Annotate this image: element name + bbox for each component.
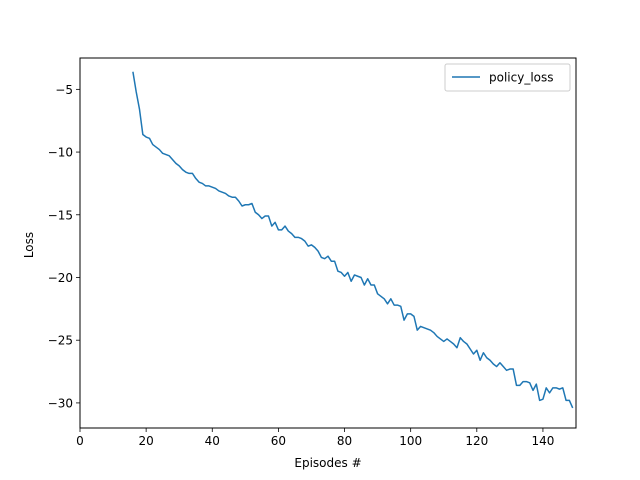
x-tick-label: 120: [465, 434, 488, 448]
x-tick-label: 100: [399, 434, 422, 448]
x-tick-label: 60: [271, 434, 286, 448]
x-tick-label: 140: [531, 434, 554, 448]
y-tick-label: −25: [48, 334, 73, 348]
y-tick-label: −30: [48, 396, 73, 410]
y-tick-label: −5: [55, 83, 73, 97]
x-tick-label: 20: [138, 434, 153, 448]
x-axis-label: Episodes #: [294, 456, 361, 470]
x-tick-label: 40: [205, 434, 220, 448]
y-tick-label: −10: [48, 146, 73, 160]
x-tick-label: 0: [76, 434, 84, 448]
axis-ticks: 0 20 40 60 80 100 120 140 −30 −25 −20 −15 −10 −5: [48, 83, 555, 448]
legend-label-policy-loss: policy_loss: [489, 71, 554, 85]
plot-area: [132, 71, 574, 409]
axes-frame: [79, 57, 577, 429]
legend-box: [444, 63, 571, 92]
series-line-policy-loss: [132, 71, 574, 409]
y-tick-label: −20: [48, 271, 73, 285]
y-tick-label: −15: [48, 208, 73, 222]
x-tick-label: 80: [337, 434, 352, 448]
legend: policy_loss: [444, 63, 571, 92]
y-axis-label: Loss: [22, 232, 36, 258]
